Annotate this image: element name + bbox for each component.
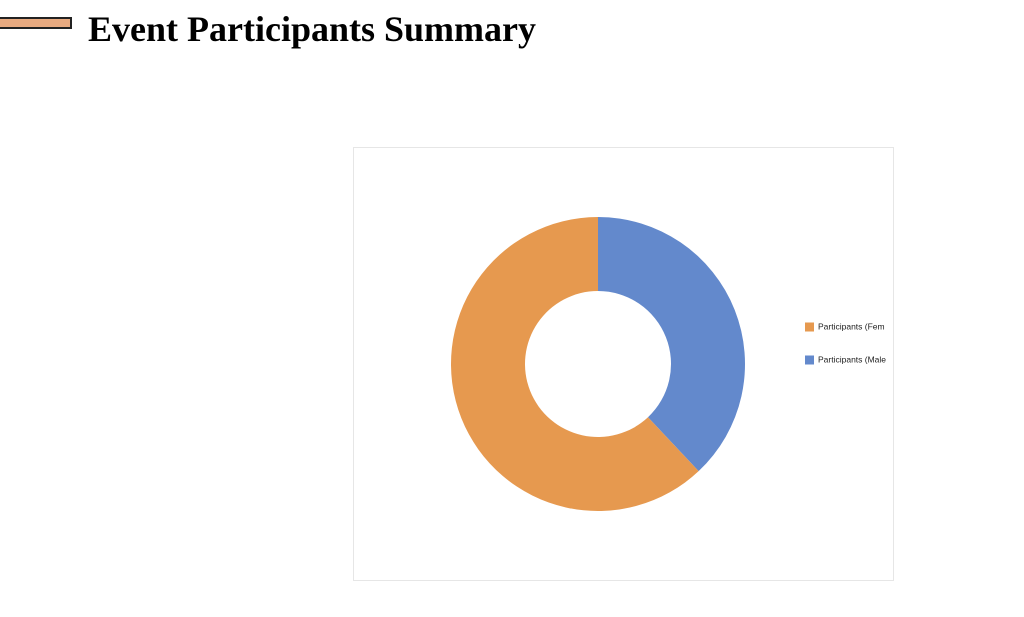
chart-card: Participants (Fem Participants (Male [353, 147, 894, 581]
header-accent [0, 17, 72, 29]
donut-segment [598, 217, 745, 472]
chart: Participants (Fem Participants (Male [450, 217, 886, 511]
legend-swatch [805, 355, 814, 365]
legend-label: Participants (Male [818, 354, 886, 364]
page-title: Event Participants Summary [88, 9, 536, 49]
legend-swatch [805, 322, 814, 332]
legend-label: Participants (Fem [818, 321, 885, 331]
donut-segment [450, 217, 699, 511]
